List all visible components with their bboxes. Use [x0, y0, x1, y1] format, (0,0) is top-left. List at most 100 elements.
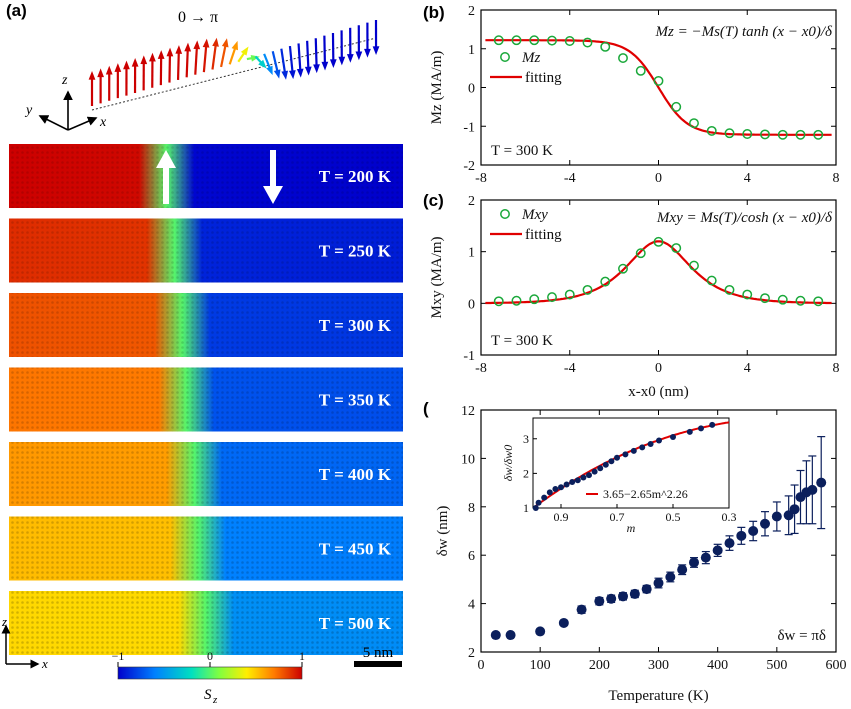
inset-data-point: [698, 425, 704, 432]
spin-chain: [88, 19, 380, 111]
spin-arrow-head: [273, 69, 281, 79]
cbar-tick-mid: 0: [207, 649, 213, 663]
data-point: [635, 248, 646, 259]
spin-arrow-head: [346, 54, 354, 63]
panel-a-label: (a): [6, 1, 27, 20]
inset-data-point: [686, 428, 693, 435]
snapshot-temp-label: T = 250 K: [319, 242, 392, 261]
data-point: [813, 129, 824, 140]
inset-data-point: [591, 468, 598, 475]
annotation: T = 300 K: [491, 143, 553, 159]
data-point: [795, 295, 806, 306]
y-tick-label: 1: [468, 246, 475, 261]
x-tick-label: 0: [655, 171, 662, 186]
spin-arrow-head: [105, 65, 113, 75]
spin-arrow-head: [184, 42, 192, 52]
corner-axis-z: z: [1, 614, 7, 629]
spin-chain-baseline: [91, 37, 377, 111]
spin-arrow: [271, 51, 280, 75]
inset-data-point: [569, 479, 576, 486]
y-tick-label: 6: [468, 549, 475, 564]
spin-arrow-head: [231, 40, 238, 51]
inset-y-tick-label: 1: [523, 501, 529, 515]
annotation: T = 300 K: [491, 333, 553, 349]
annotation: δw = πδ: [777, 628, 826, 644]
inset-data-point: [614, 454, 620, 461]
data-point: [736, 530, 747, 541]
data-point: [777, 129, 788, 140]
data-point: [564, 36, 575, 46]
big-arrows: [156, 150, 283, 204]
data-point: [606, 593, 617, 604]
x-tick-label: -4: [564, 361, 576, 376]
inset-data-point: [535, 499, 542, 506]
inset-data-point: [558, 484, 564, 491]
data-point: [529, 294, 540, 305]
spin-arrow: [202, 43, 208, 73]
spin-arrow: [297, 43, 302, 73]
inset-x-tick-label: 0.5: [666, 510, 681, 524]
cbar-label-sub: z: [212, 694, 218, 706]
data-point: [493, 35, 504, 46]
spin-arrow: [323, 35, 327, 66]
data-point: [724, 538, 735, 549]
data-point: [777, 294, 788, 305]
spin-arrow-head: [250, 54, 260, 62]
spin-arrow-head: [258, 59, 267, 69]
x-tick-label: 200: [589, 658, 610, 673]
x-tick-label: 0: [478, 658, 485, 673]
inset-data-point: [670, 434, 676, 441]
data-point: [600, 41, 611, 52]
snapshot-temp-label: T = 200 K: [319, 167, 392, 186]
cbar-label: S: [204, 687, 212, 703]
formula: Mz = −Ms(T) tanh (x − x0)/δ: [655, 24, 834, 40]
spin-arrow-head: [88, 71, 96, 80]
cbar-tick-max: 1: [299, 649, 305, 663]
spin-arrow: [185, 47, 189, 78]
y-tick-label: 12: [461, 404, 475, 419]
fit-line: [485, 240, 832, 305]
corner-axis-x: x: [41, 656, 48, 671]
snapshot-atoms: [9, 516, 403, 581]
data-point: [760, 293, 770, 304]
data-point: [712, 545, 723, 556]
data-point: [653, 236, 664, 247]
data-point: [677, 564, 688, 575]
inset-y-tick-label: 2: [523, 466, 529, 480]
panel-b-label: (b): [423, 3, 445, 22]
spin-arrow-head: [131, 57, 139, 67]
x-tick-label: 100: [530, 658, 551, 673]
inset-data-point: [541, 494, 548, 501]
legend-label: Mxy: [521, 207, 548, 223]
snapshot-atoms: [9, 218, 403, 283]
spin-arrow-head: [355, 51, 363, 61]
spin-arrow: [306, 40, 310, 71]
inset-legend: 3.65−2.65m^2.26: [603, 487, 688, 501]
x-tick-label: 4: [744, 361, 751, 376]
panel-c: (c) -8 -4 0 4 8 -1 0 1 2 Mxy fitting T = 300 K Mxy =…: [423, 191, 840, 400]
data-point: [700, 552, 711, 563]
spin-arrow-head: [123, 60, 130, 70]
spin-arrow-head: [321, 61, 329, 71]
spin-arrow-head: [304, 66, 312, 76]
spin-arrow-head: [97, 68, 104, 78]
data-point: [706, 275, 717, 286]
y-axis-label: Mxy (MA/m): [429, 236, 445, 318]
spin-arrow-head: [140, 55, 148, 65]
y-tick-label: 4: [468, 598, 475, 613]
legend-label: fitting: [525, 70, 562, 86]
spin-arrow-head: [157, 50, 165, 59]
inset-data-point: [709, 421, 716, 428]
spin-arrow-head: [221, 38, 229, 48]
inset-data-point: [597, 465, 604, 472]
snapshot-temp-label: T = 450 K: [319, 540, 392, 559]
spin-arrow-head: [266, 65, 273, 76]
data-point: [493, 296, 504, 307]
x-tick-label: -8: [475, 171, 487, 186]
data-point: [760, 518, 770, 529]
data-point: [511, 35, 522, 46]
legend-label: Mz: [521, 50, 540, 66]
scale-bar: 5 nm: [354, 645, 402, 667]
spin-arrow-head: [296, 68, 304, 78]
x-tick-label: 8: [833, 171, 840, 186]
